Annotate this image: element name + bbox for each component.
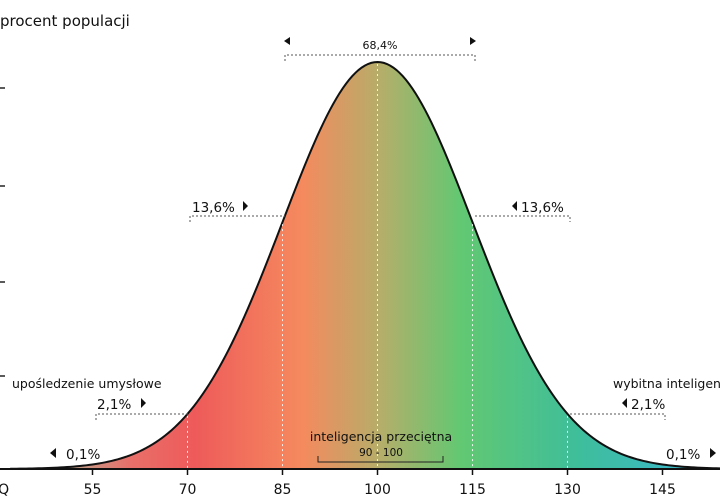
y-axis-ticks [0, 87, 5, 377]
x-tick-label: 145 [649, 482, 676, 498]
band-01-right-annotation: 0,1% [666, 447, 716, 463]
arrow-left-icon [512, 201, 517, 211]
bell-area [0, 62, 720, 469]
arrow-right-icon [141, 398, 146, 408]
low-category-label: upośledzenie umysłowe [12, 376, 162, 391]
average-category-label: inteligencja przeciętna [310, 429, 452, 444]
y-axis-label: procent populacji [0, 12, 130, 30]
band-01-left-label: 0,1% [66, 447, 100, 463]
arrow-right-icon [243, 201, 248, 211]
arrow-right-icon [470, 37, 476, 45]
band-68-annotation: 68,4% [284, 37, 476, 61]
band-13-right-annotation: 13,6% [475, 200, 571, 222]
bell-curve [0, 60, 720, 470]
x-axis-label: IQ [0, 482, 9, 498]
band-13-left-annotation: 13,6% [189, 200, 285, 222]
band-01-left-annotation: 0,1% [50, 447, 100, 463]
bell-outline [10, 60, 720, 470]
average-range-bracket [317, 456, 444, 463]
band-2-right-label: 2,1% [631, 397, 665, 413]
band-68-label: 68,4% [363, 39, 398, 52]
band-2-right-annotation: wybitna inteligencja 2,1% [570, 376, 720, 420]
average-range-annotation: inteligencja przeciętna 90 - 100 [310, 429, 452, 463]
band-01-right-label: 0,1% [666, 447, 700, 463]
band-2-left-label: 2,1% [97, 397, 131, 413]
x-tick-label: 85 [274, 482, 292, 498]
arrow-left-icon [284, 37, 290, 45]
band-13-right-label: 13,6% [521, 200, 564, 216]
band-13-left-label: 13,6% [192, 200, 235, 216]
arrow-left-icon [622, 398, 627, 408]
x-axis [0, 468, 720, 475]
average-range-label: 90 - 100 [359, 447, 403, 459]
arrow-left-icon [50, 448, 56, 458]
x-tick-label: 100 [364, 482, 391, 498]
band-2-left-annotation: upośledzenie umysłowe 2,1% [12, 376, 190, 420]
x-tick-label: 130 [554, 482, 581, 498]
x-tick-labels: 55 70 85 100 115 130 145 [84, 482, 676, 498]
sd-guides [187, 64, 568, 469]
high-category-label: wybitna inteligencja [613, 376, 720, 391]
x-tick-label: 70 [179, 482, 197, 498]
arrow-right-icon [710, 448, 716, 458]
x-tick-label: 115 [459, 482, 486, 498]
x-tick-label: 55 [84, 482, 102, 498]
